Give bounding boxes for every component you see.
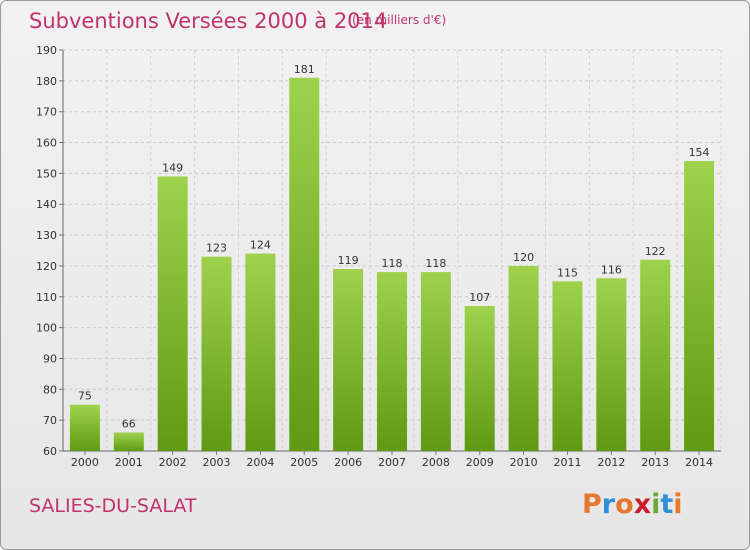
y-tick-label: 140 [36,198,57,211]
bar-2002 [157,176,188,451]
y-tick-label: 170 [36,106,57,119]
chart-title: Subventions Versées 2000 à 2014 [29,9,388,33]
x-tick-label-2009: 2009 [466,456,494,469]
bars [69,77,715,452]
x-tick-label-2005: 2005 [290,456,318,469]
logo-letter: r [601,489,616,520]
value-label-2006: 119 [338,254,359,267]
logo-letter: P [582,489,602,520]
y-tick-label: 160 [36,137,57,150]
y-tick-label: 70 [43,414,57,427]
value-label-2002: 149 [162,161,183,174]
x-tick-label-2012: 2012 [597,456,625,469]
y-tick-label: 180 [36,75,57,88]
bar-2003 [201,256,232,451]
x-tick-label-2007: 2007 [378,456,406,469]
bar-2009 [464,306,495,451]
logo-letter: i [651,489,661,520]
y-tick-label: 60 [43,445,57,458]
value-label-2009: 107 [469,291,490,304]
x-tick-label-2000: 2000 [71,456,99,469]
x-tick-label-2010: 2010 [510,456,538,469]
logo-letter: i [673,489,683,520]
value-label-2014: 154 [689,146,710,159]
value-label-2004: 124 [250,239,271,252]
logo-letter: x [633,489,652,520]
bar-2014 [684,161,715,452]
value-label-2013: 122 [645,245,666,258]
bar-2011 [552,281,583,451]
value-label-2007: 118 [382,257,403,270]
y-tick-label: 90 [43,352,57,365]
y-tick-label: 190 [36,44,57,57]
logo-letter: o [615,489,634,520]
bar-2001 [113,432,144,451]
y-tick-label: 150 [36,167,57,180]
labels: 75 2000 66 2001 149 2002 123 2003 124 2004 181 2005… [71,63,713,469]
y-tick-label: 80 [43,383,57,396]
commune-name: SALIES-DU-SALAT [29,495,197,517]
logo-letter: t [660,489,674,520]
proxiti-logo[interactable]: Proxiti [582,489,683,520]
value-label-2000: 75 [78,390,92,403]
value-label-2012: 116 [601,263,622,276]
y-tick-label: 130 [36,229,57,242]
bar-2012 [596,278,627,451]
y-tick-label: 120 [36,260,57,273]
chart-subtitle: (en milliers d'€) [352,13,447,27]
bar-2010 [508,265,539,451]
x-tick-label-2003: 2003 [203,456,231,469]
value-label-2001: 66 [122,417,136,430]
bar-2000 [69,404,100,451]
y-tick-label: 100 [36,322,57,335]
x-tick-label-2014: 2014 [685,456,713,469]
x-tick-label-2011: 2011 [553,456,581,469]
value-label-2008: 118 [425,257,446,270]
x-tick-label-2002: 2002 [159,456,187,469]
x-tick-label-2001: 2001 [115,456,143,469]
bar-2008 [420,272,451,451]
value-label-2003: 123 [206,242,227,255]
bar-2006 [333,269,364,451]
bar-2005 [289,77,320,451]
value-label-2010: 120 [513,251,534,264]
bar-2004 [245,253,276,451]
x-tick-label-2006: 2006 [334,456,362,469]
bar-2007 [377,272,407,451]
x-tick-label-2004: 2004 [246,456,274,469]
x-tick-label-2013: 2013 [641,456,669,469]
bar-2013 [640,259,671,451]
y-tick-label: 110 [36,291,57,304]
value-label-2011: 115 [557,266,578,279]
value-label-2005: 181 [294,63,315,76]
x-tick-label-2008: 2008 [422,456,450,469]
